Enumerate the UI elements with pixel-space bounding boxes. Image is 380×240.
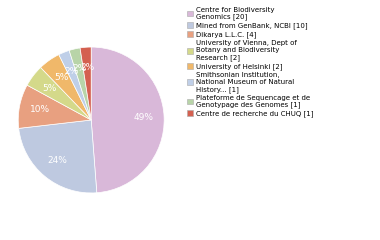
Wedge shape [80,47,91,120]
Wedge shape [59,50,91,120]
Wedge shape [41,55,91,120]
Text: 2%: 2% [72,64,86,73]
Text: 5%: 5% [42,84,57,93]
Text: 10%: 10% [30,106,50,114]
Text: 24%: 24% [48,156,68,165]
Text: 2%: 2% [80,63,94,72]
Text: 5%: 5% [54,72,68,82]
Text: 2%: 2% [65,67,79,76]
Wedge shape [19,120,97,193]
Text: 49%: 49% [134,114,154,122]
Wedge shape [69,48,91,120]
Wedge shape [91,47,164,193]
Legend: Centre for Biodiversity
Genomics [20], Mined from GenBank, NCBI [10], Dikarya L.: Centre for Biodiversity Genomics [20], M… [186,6,314,118]
Wedge shape [18,85,91,128]
Wedge shape [27,67,91,120]
